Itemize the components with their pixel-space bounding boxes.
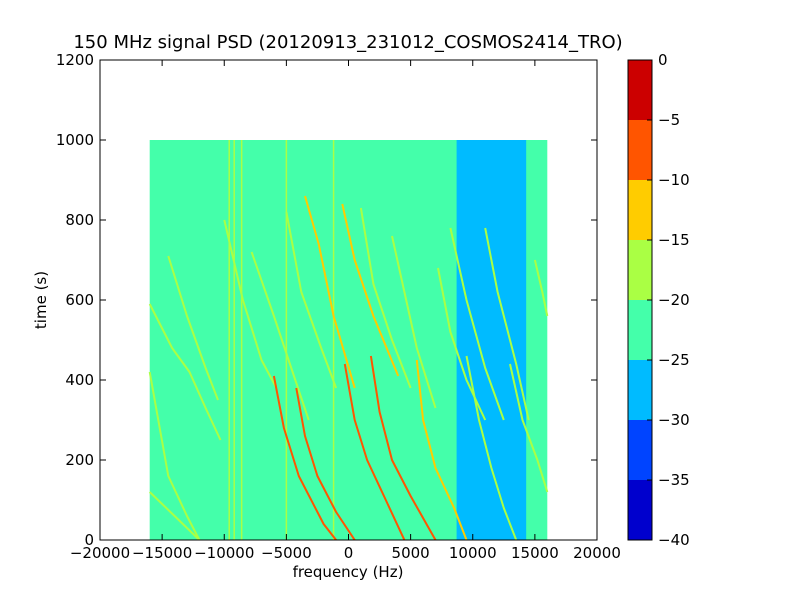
y-axis: 0 200 400 600 800 1000 1200 xyxy=(56,51,597,549)
colorbar-segment xyxy=(628,360,652,420)
colorbar-segment xyxy=(628,420,652,480)
colorbar-tick-label: −10 xyxy=(658,171,690,189)
x-tick-label: −15000 xyxy=(132,544,192,562)
x-tick-label: 0 xyxy=(344,544,354,562)
doppler-track xyxy=(465,355,518,540)
x-tick-label: 10000 xyxy=(449,544,497,562)
y-tick-label: 400 xyxy=(65,371,94,389)
colorbar-segment xyxy=(628,240,652,300)
doppler-track xyxy=(415,359,468,540)
doppler-track xyxy=(369,355,437,540)
chart-title: 150 MHz signal PSD (20120913_231012_COSM… xyxy=(73,32,622,53)
y-tick-label: 1000 xyxy=(56,131,94,149)
colorbar-segment xyxy=(628,480,652,540)
doppler-track xyxy=(272,375,337,540)
doppler-track xyxy=(148,371,201,540)
colorbar-tick-label: −20 xyxy=(658,291,690,309)
y-tick-label: 800 xyxy=(65,211,94,229)
low-power-region xyxy=(456,140,527,540)
x-tick-label: 20000 xyxy=(573,544,621,562)
doppler-track xyxy=(533,259,549,317)
x-axis: −20000 −15000 −10000 −5000 0 5000 10000 15000 20… xyxy=(70,60,621,562)
y-tick-label: 1200 xyxy=(56,51,94,69)
y-axis-label: time (s) xyxy=(32,271,50,329)
colorbar-tick-label: −25 xyxy=(658,351,690,369)
doppler-track xyxy=(449,227,505,421)
y-tick-label: 600 xyxy=(65,291,94,309)
doppler-track xyxy=(341,203,400,377)
doppler-track xyxy=(167,255,219,401)
spectrogram-layer xyxy=(148,140,549,540)
doppler-track xyxy=(148,303,222,441)
colorbar-segment xyxy=(628,180,652,240)
colorbar-tick-label: −30 xyxy=(658,411,690,429)
colorbar-tick-label: −5 xyxy=(658,111,680,129)
doppler-track xyxy=(391,235,437,409)
colorbar-segment xyxy=(628,300,652,360)
doppler-track xyxy=(484,227,530,421)
colorbar-tick-label: −15 xyxy=(658,231,690,249)
colorbar-segment xyxy=(628,60,652,120)
doppler-track xyxy=(509,363,549,493)
colorbar-tick-label: −40 xyxy=(658,531,690,549)
x-axis-label: frequency (Hz) xyxy=(293,563,404,581)
colorbar: −40 −35 −30 −25 −20 −15 −10 −5 0 xyxy=(627,51,690,549)
doppler-track xyxy=(149,491,201,540)
doppler-track xyxy=(295,387,356,540)
doppler-track xyxy=(304,195,356,389)
doppler-track xyxy=(250,251,310,421)
y-tick-label: 200 xyxy=(65,451,94,469)
x-tick-label: −10000 xyxy=(194,544,254,562)
colorbar-tick-label: 0 xyxy=(658,51,668,69)
x-tick-label: 5000 xyxy=(392,544,430,562)
x-tick-label: −5000 xyxy=(261,544,312,562)
colorbar-segment xyxy=(628,120,652,180)
y-tick-label: 0 xyxy=(84,531,94,549)
x-tick-label: −20000 xyxy=(70,544,130,562)
colorbar-tick-label: −35 xyxy=(658,471,690,489)
doppler-track xyxy=(285,211,338,389)
x-tick-label: 15000 xyxy=(511,544,559,562)
doppler-track xyxy=(223,219,278,389)
doppler-track xyxy=(343,363,406,540)
doppler-track xyxy=(359,207,412,389)
